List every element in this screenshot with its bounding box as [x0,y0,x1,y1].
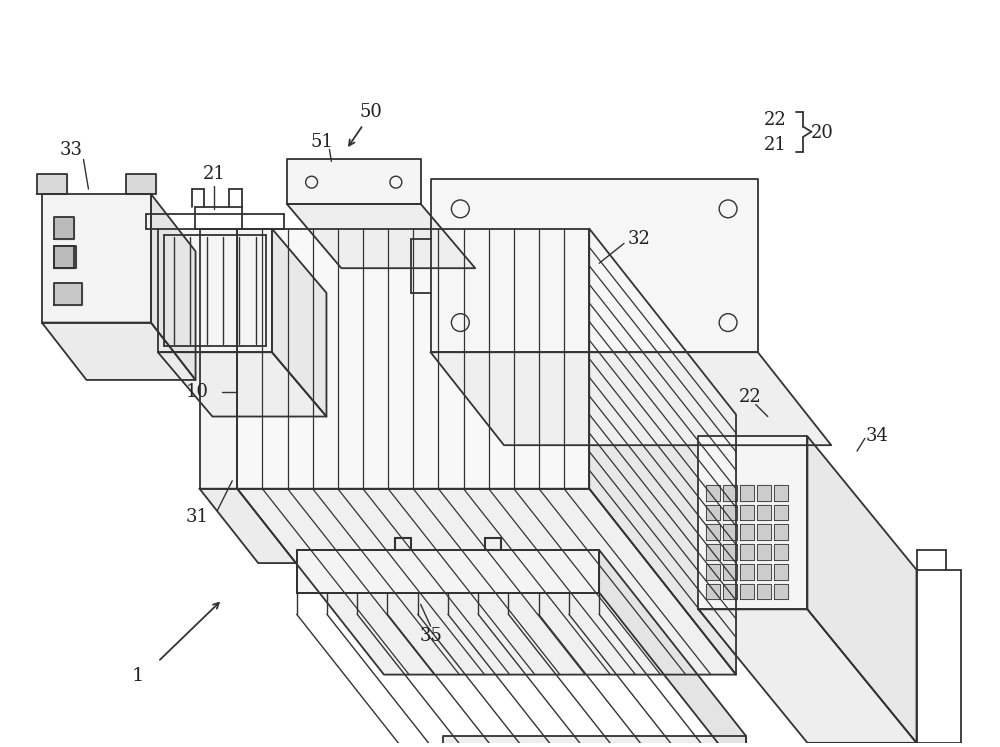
Polygon shape [599,550,746,747]
Polygon shape [774,485,788,500]
Polygon shape [589,229,736,675]
Polygon shape [723,583,737,599]
Polygon shape [151,194,196,380]
Polygon shape [54,247,74,268]
Polygon shape [723,485,737,500]
Polygon shape [158,229,272,353]
Polygon shape [723,544,737,560]
Polygon shape [740,524,754,540]
Polygon shape [54,247,76,268]
Polygon shape [774,504,788,521]
Polygon shape [431,179,758,353]
Polygon shape [706,564,720,580]
Polygon shape [740,504,754,521]
Polygon shape [757,485,771,500]
Polygon shape [774,544,788,560]
Polygon shape [740,564,754,580]
Text: 35: 35 [419,627,442,645]
Text: 50: 50 [360,103,383,121]
Polygon shape [723,564,737,580]
Polygon shape [757,564,771,580]
Polygon shape [42,323,196,380]
Text: 20: 20 [811,124,834,142]
Polygon shape [706,524,720,540]
Polygon shape [740,485,754,500]
Polygon shape [723,504,737,521]
Polygon shape [42,194,151,323]
Text: 31: 31 [186,509,209,527]
Polygon shape [297,550,599,592]
Text: 21: 21 [764,136,787,154]
Polygon shape [698,436,807,610]
Polygon shape [706,504,720,521]
Polygon shape [774,524,788,540]
Text: 22: 22 [764,111,787,129]
Text: 33: 33 [60,140,83,158]
Polygon shape [774,564,788,580]
Polygon shape [698,610,917,743]
Polygon shape [723,524,737,540]
Polygon shape [757,524,771,540]
Polygon shape [740,583,754,599]
Text: 32: 32 [627,229,650,247]
Polygon shape [200,229,237,489]
Polygon shape [706,544,720,560]
Polygon shape [272,229,326,417]
Polygon shape [774,583,788,599]
Polygon shape [757,583,771,599]
Polygon shape [54,283,82,305]
Polygon shape [237,489,736,675]
Polygon shape [706,485,720,500]
Polygon shape [807,436,917,743]
Polygon shape [237,229,589,489]
Text: 10: 10 [186,382,209,401]
Polygon shape [740,544,754,560]
Text: 22: 22 [739,388,761,406]
Polygon shape [287,204,475,268]
Text: 21: 21 [203,165,226,183]
Text: 51: 51 [310,133,333,151]
Polygon shape [126,174,156,194]
Polygon shape [706,583,720,599]
Polygon shape [158,353,326,417]
Polygon shape [431,353,831,445]
Polygon shape [757,504,771,521]
Polygon shape [297,550,599,592]
Polygon shape [757,544,771,560]
Polygon shape [443,736,746,747]
Text: 1: 1 [132,666,144,684]
Text: 34: 34 [865,427,888,445]
Polygon shape [287,159,421,204]
Polygon shape [200,489,296,563]
Polygon shape [54,217,74,238]
Polygon shape [37,174,67,194]
